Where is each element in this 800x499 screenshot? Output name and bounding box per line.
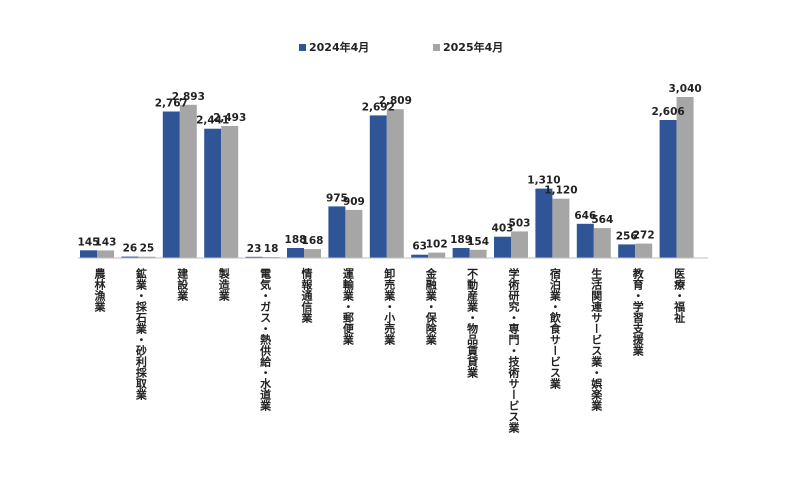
value-label-2025-6: 909 bbox=[343, 196, 365, 208]
bar-2024-1 bbox=[121, 256, 139, 258]
category-label-14: 医療・福祉 bbox=[672, 268, 686, 323]
value-label-2024-9: 189 bbox=[450, 234, 472, 246]
bar-2025-9 bbox=[469, 249, 487, 258]
bar-2025-13 bbox=[635, 243, 653, 258]
bar-2024-14 bbox=[659, 120, 677, 258]
bar-2025-0 bbox=[97, 250, 114, 258]
bar-2024-12 bbox=[576, 223, 594, 258]
value-label-2024-7: 2,692 bbox=[362, 101, 395, 113]
legend-swatch-2025 bbox=[433, 44, 440, 51]
value-label-2024-8: 63 bbox=[412, 241, 427, 253]
category-label-12: 生活関連サービス業・娯楽業 bbox=[589, 268, 603, 411]
value-label-2024-13: 256 bbox=[616, 230, 638, 242]
legend-swatch-2024 bbox=[299, 44, 306, 51]
category-label-4: 電気・ガス・熱供給・水道業 bbox=[258, 268, 272, 411]
bar-2025-10 bbox=[511, 231, 528, 258]
bar-2024-8 bbox=[411, 254, 429, 258]
value-label-2024-11: 1,310 bbox=[527, 175, 560, 187]
value-label-2025-3: 2,493 bbox=[213, 112, 246, 124]
value-label-2025-4: 18 bbox=[264, 243, 279, 255]
bar-2024-11 bbox=[535, 188, 553, 258]
value-label-2025-5: 168 bbox=[302, 235, 324, 247]
value-label-2024-12: 646 bbox=[574, 210, 596, 222]
category-label-3: 製造業 bbox=[217, 268, 231, 301]
bar-2024-2 bbox=[162, 111, 180, 258]
category-label-11: 宿泊業・飲食サービス業 bbox=[548, 268, 562, 389]
bar-2025-14 bbox=[676, 97, 694, 258]
category-label-9: 不動産業・物品賃貸業 bbox=[465, 268, 479, 378]
value-label-2025-12: 564 bbox=[591, 214, 613, 226]
value-label-2025-1: 25 bbox=[140, 243, 155, 255]
bar-2025-8 bbox=[428, 252, 446, 258]
value-label-2025-14: 3,040 bbox=[668, 83, 701, 95]
bar-2025-11 bbox=[552, 198, 570, 258]
bar-2024-4 bbox=[245, 256, 263, 258]
bar-2024-13 bbox=[618, 244, 636, 258]
bar-2025-6 bbox=[345, 209, 363, 258]
bar-2024-9 bbox=[452, 248, 470, 258]
value-label-2024-0: 145 bbox=[78, 236, 100, 248]
value-label-2025-10: 503 bbox=[509, 217, 531, 229]
bar-2024-0 bbox=[80, 250, 97, 258]
bar-2025-2 bbox=[179, 104, 197, 258]
category-label-8: 金融業・保険業 bbox=[424, 268, 438, 345]
value-label-2025-11: 1,120 bbox=[544, 185, 577, 197]
bar-2024-3 bbox=[204, 128, 222, 258]
legend: 2024年4月 2025年4月 bbox=[299, 40, 503, 54]
value-label-2024-3: 2,441 bbox=[196, 115, 229, 127]
bar-2025-5 bbox=[304, 249, 321, 258]
value-label-2024-2: 2,767 bbox=[155, 98, 188, 110]
legend-label-2025: 2025年4月 bbox=[443, 40, 503, 54]
value-label-2025-7: 2,809 bbox=[379, 95, 412, 107]
category-label-2: 建設業 bbox=[175, 268, 189, 301]
bar-2024-10 bbox=[494, 236, 511, 258]
category-label-0: 農林漁業 bbox=[93, 268, 106, 312]
value-label-2025-8: 102 bbox=[426, 239, 448, 251]
value-label-2025-9: 154 bbox=[467, 236, 489, 248]
category-label-10: 学術研究・専門・技術サービス業 bbox=[507, 268, 520, 433]
value-label-2024-4: 23 bbox=[247, 243, 262, 255]
value-label-2025-0: 143 bbox=[95, 236, 117, 248]
category-label-6: 運輸業・郵便業 bbox=[341, 268, 355, 345]
category-label-7: 卸売業・小売業 bbox=[382, 268, 396, 345]
value-label-2024-14: 2,606 bbox=[651, 106, 684, 118]
value-label-2024-5: 188 bbox=[285, 234, 307, 246]
bar-2024-7 bbox=[369, 115, 387, 259]
value-label-2024-6: 975 bbox=[326, 192, 348, 204]
value-label-2024-1: 26 bbox=[123, 243, 138, 255]
category-label-13: 教育・学習支援業 bbox=[631, 268, 645, 356]
value-label-2025-2: 2,893 bbox=[172, 91, 205, 103]
category-label-5: 情報通信業 bbox=[300, 268, 313, 323]
bar-2024-6 bbox=[328, 206, 346, 258]
value-label-2024-10: 403 bbox=[492, 223, 514, 235]
bar-2025-1 bbox=[138, 256, 156, 258]
value-label-2025-13: 272 bbox=[633, 230, 655, 242]
legend-label-2024: 2024年4月 bbox=[309, 40, 369, 54]
bar-2025-3 bbox=[221, 126, 239, 258]
bar-2025-7 bbox=[386, 109, 404, 258]
category-label-1: 鉱業・採石業・砂利採取業 bbox=[134, 268, 148, 400]
bar-2024-5 bbox=[287, 248, 304, 258]
bar-2025-12 bbox=[593, 228, 611, 258]
